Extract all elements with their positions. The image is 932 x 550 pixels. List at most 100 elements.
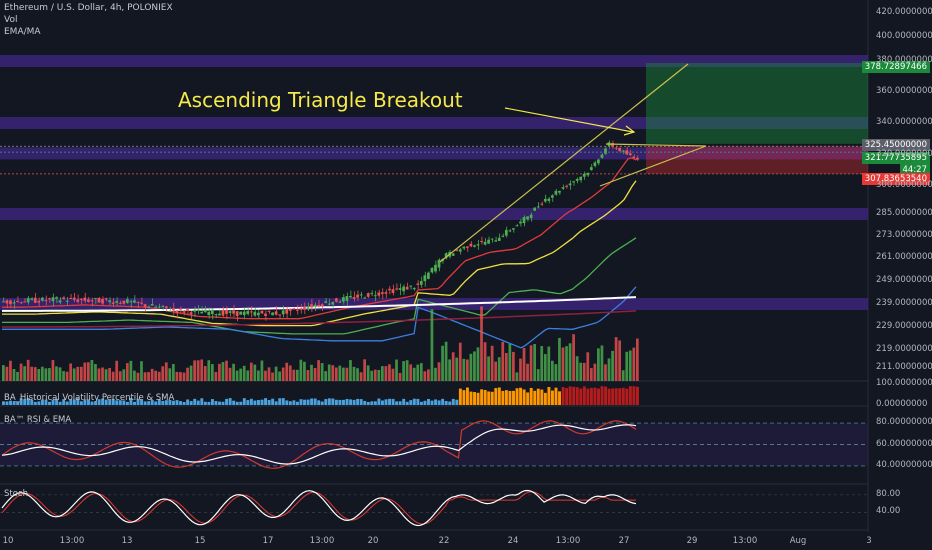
candle-body xyxy=(218,313,221,316)
volume-bar xyxy=(437,362,441,381)
volume-bar xyxy=(140,361,143,381)
hvp-bar xyxy=(136,398,140,405)
volume-bar xyxy=(218,363,221,381)
volume-bar xyxy=(398,372,402,381)
rsi-y-tick-label: 60.00000000 xyxy=(876,438,932,449)
volume-bar xyxy=(12,369,16,381)
hvp-bar xyxy=(636,386,639,405)
volume-bar xyxy=(23,366,26,381)
candle-body xyxy=(465,246,469,248)
hvp-bar xyxy=(419,401,423,405)
hvp-bar xyxy=(232,400,236,405)
volume-bar xyxy=(469,353,473,381)
candle-body xyxy=(16,300,19,302)
volume-bar xyxy=(303,361,306,381)
candle-body xyxy=(405,286,409,290)
hvp-bar xyxy=(501,390,505,405)
hvp-bar xyxy=(303,399,306,405)
candle-body xyxy=(133,300,136,303)
candle-body xyxy=(264,313,267,317)
candle-body xyxy=(593,162,597,167)
candle-body xyxy=(12,302,16,304)
x-tick-label: 29 xyxy=(686,536,698,546)
candle-body xyxy=(310,304,313,308)
volume-bar xyxy=(572,334,575,381)
volume-bar xyxy=(97,368,101,381)
y-tick-label: 400.00000000 xyxy=(876,31,932,41)
candle-body xyxy=(458,249,462,252)
hvp-bar xyxy=(200,398,204,405)
volume-bar xyxy=(395,359,398,381)
volume-bar xyxy=(550,360,554,381)
hvp-bar xyxy=(483,390,487,405)
volume-bar xyxy=(625,351,629,381)
hvp-bar xyxy=(189,401,193,405)
volume-bar xyxy=(285,362,289,381)
volume-bar xyxy=(207,360,211,381)
candle-body xyxy=(83,297,87,301)
candle-body xyxy=(388,288,391,291)
volume-bar xyxy=(494,361,498,381)
volume-bar xyxy=(480,306,483,381)
hvp-bar xyxy=(363,400,367,405)
hvp-bar xyxy=(334,399,338,405)
volume-bar xyxy=(409,364,413,381)
volume-bar xyxy=(483,342,487,381)
candle-body xyxy=(444,253,448,259)
candle-body xyxy=(604,148,607,154)
volume-bar xyxy=(568,343,572,381)
hvp-bar xyxy=(437,400,441,405)
volume-bar xyxy=(19,363,23,381)
volume-bar xyxy=(264,370,267,381)
hvp-bar xyxy=(430,400,434,405)
volume-bar xyxy=(370,370,374,381)
candle-body xyxy=(342,297,345,302)
candle-body xyxy=(558,190,561,193)
hvp-bar xyxy=(140,399,144,405)
volume-bar xyxy=(118,371,122,381)
candle-body xyxy=(317,304,320,307)
hvp-bar xyxy=(625,388,629,405)
volume-bar xyxy=(2,365,5,381)
volume-bar xyxy=(334,367,338,381)
volume-bar xyxy=(108,367,111,381)
volume-bar xyxy=(288,365,292,381)
hvp-bar xyxy=(246,400,250,405)
hvp-bar xyxy=(292,400,296,405)
volume-bar xyxy=(338,365,342,381)
hvp-bar xyxy=(458,388,462,405)
candle-body xyxy=(278,314,281,316)
volume-bar xyxy=(607,358,611,381)
hvp-bar xyxy=(83,399,87,405)
volume-bar xyxy=(565,346,568,381)
hvp-bar xyxy=(607,388,611,405)
candle-body xyxy=(26,298,30,303)
hvp-bar xyxy=(179,401,183,405)
candle-body xyxy=(235,311,239,316)
x-tick-label: 20 xyxy=(367,536,379,546)
volume-bar xyxy=(278,371,281,381)
volume-bar xyxy=(628,350,632,381)
hvp-bar xyxy=(327,398,331,405)
volume-bar xyxy=(380,366,384,381)
hvp-bar xyxy=(157,399,161,405)
hvp-bar xyxy=(278,398,282,405)
volume-bar xyxy=(359,372,363,381)
hvp-bar xyxy=(125,401,129,405)
volume-bar xyxy=(476,347,480,381)
hvp-bar xyxy=(147,401,151,405)
current-price-label: 325.45000000 xyxy=(861,139,930,151)
hvp-bar xyxy=(561,386,565,405)
volume-bar xyxy=(58,367,62,381)
candle-body xyxy=(554,190,558,195)
candle-body xyxy=(632,156,636,158)
candle-body xyxy=(480,240,483,242)
hvp-bar xyxy=(182,401,186,405)
volume-bar xyxy=(129,360,133,381)
candle-body xyxy=(377,292,381,296)
stop-price-label: 307.83653540 xyxy=(861,173,930,185)
candle-body xyxy=(285,309,289,314)
candle-body xyxy=(512,228,515,230)
candle-body xyxy=(90,300,94,302)
